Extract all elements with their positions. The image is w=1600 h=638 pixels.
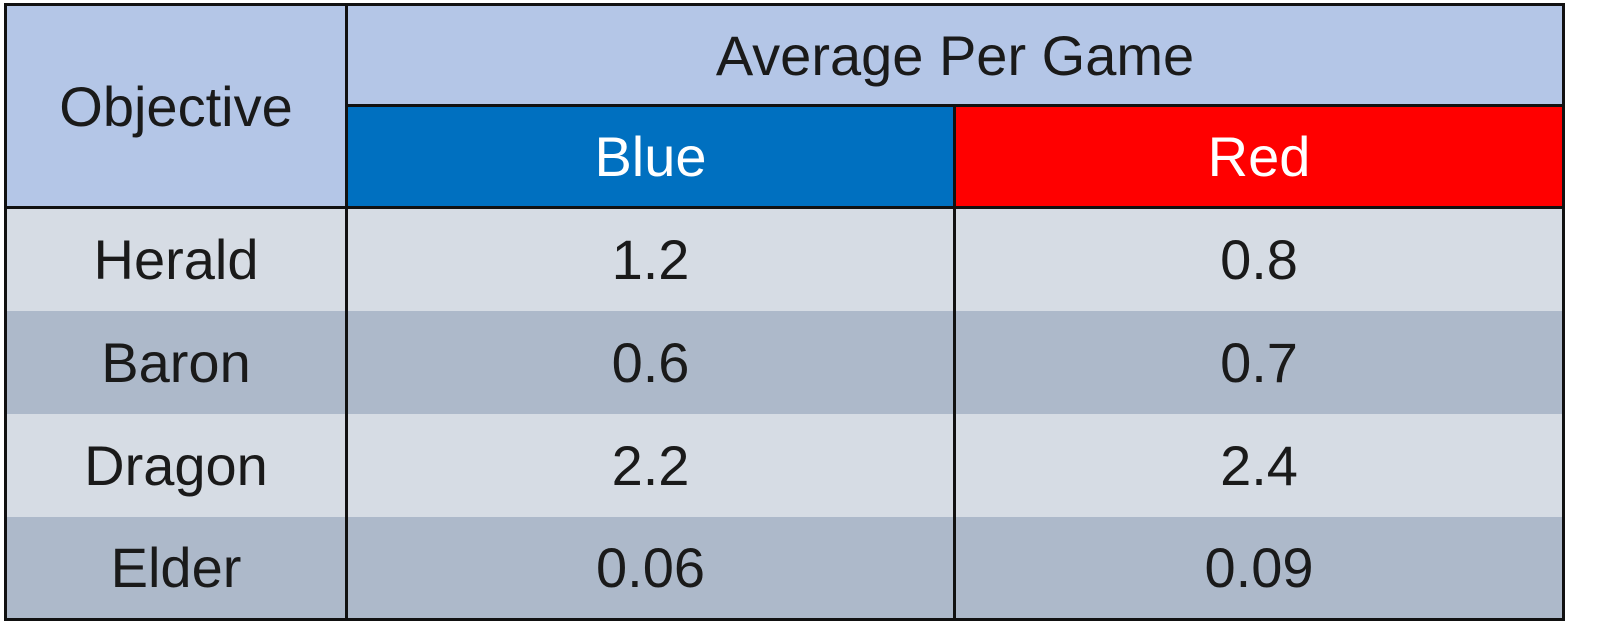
row-label: Herald bbox=[4, 207, 348, 311]
cell-value: 0.09 bbox=[953, 516, 1565, 621]
group-header: Average Per Game bbox=[345, 3, 1565, 107]
column-header: Red bbox=[953, 104, 1565, 209]
column-header: Blue bbox=[345, 104, 956, 209]
data-row: Herald 1.2 0.8 bbox=[4, 207, 1565, 311]
data-row: Baron 0.6 0.7 bbox=[4, 310, 1565, 414]
table-body: Objective Average Per Game Blue Red Hera… bbox=[4, 3, 1565, 621]
objectives-table: Objective Average Per Game Blue Red Hera… bbox=[4, 3, 1565, 621]
header-row: Objective Average Per Game bbox=[4, 3, 1565, 209]
cell-value: 0.06 bbox=[345, 516, 956, 621]
cell-value: 2.4 bbox=[953, 413, 1565, 517]
cell-value: 2.2 bbox=[345, 413, 956, 517]
cell-value: 1.2 bbox=[345, 207, 956, 311]
header-row: Blue Red bbox=[6, 104, 1565, 209]
row-label: Elder bbox=[4, 516, 348, 621]
cell-value: 0.7 bbox=[953, 310, 1565, 414]
data-row: Dragon 2.2 2.4 bbox=[4, 413, 1565, 517]
data-row: Elder 0.06 0.09 bbox=[4, 516, 1565, 621]
cell-value: 0.6 bbox=[345, 310, 956, 414]
row-label: Baron bbox=[4, 310, 348, 414]
cell-value: 0.8 bbox=[953, 207, 1565, 311]
objective-header: Objective bbox=[4, 3, 348, 209]
row-label: Dragon bbox=[4, 413, 348, 517]
